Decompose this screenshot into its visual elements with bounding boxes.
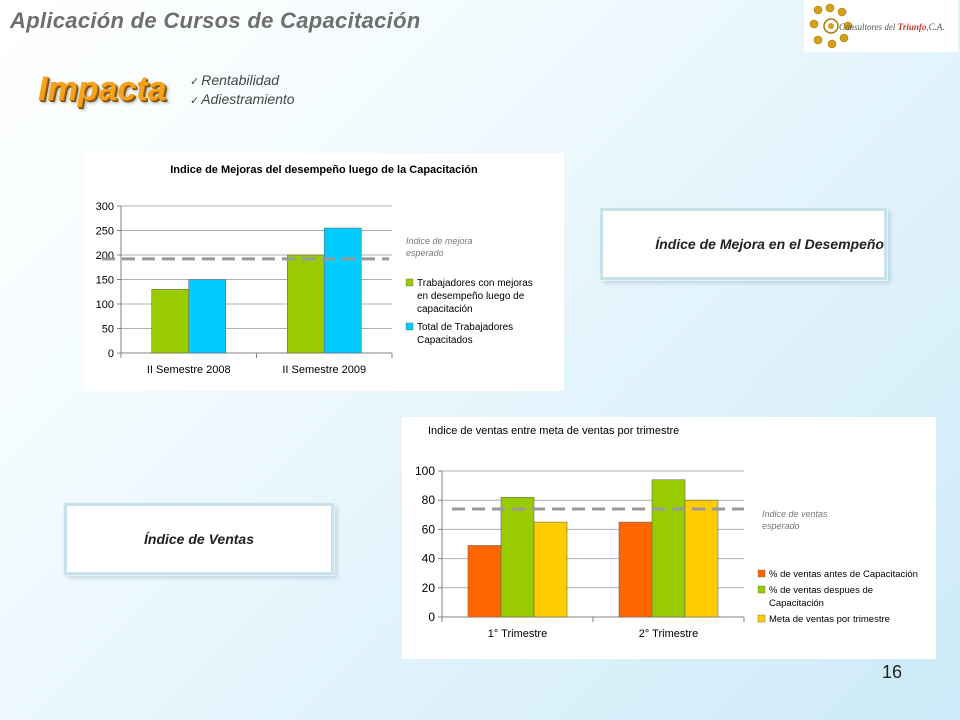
bar — [188, 279, 227, 354]
bar — [684, 499, 719, 618]
legend-label: capacitación — [417, 304, 473, 315]
x-tick-label: 2° Trimestre — [639, 628, 698, 640]
reference-line-label: esperado — [406, 248, 444, 258]
bar — [151, 289, 190, 354]
legend-swatch — [405, 322, 414, 331]
reference-line-label: esperado — [762, 521, 800, 531]
y-tick-label: 250 — [96, 226, 114, 238]
logo-text: Consultores del Triunfo,C.A. — [839, 22, 945, 32]
bar — [618, 521, 653, 618]
company-logo: Consultores del Triunfo,C.A. — [804, 0, 958, 52]
bar — [323, 227, 362, 354]
y-tick-label: 40 — [422, 552, 436, 566]
legend-label: Meta de ventas por trimestre — [769, 614, 890, 625]
reference-line-label: Indice de mejora — [406, 236, 473, 246]
callout-mejora: Índice de Mejora en el Desempeño — [600, 208, 887, 280]
app-title: Aplicación de Cursos de Capacitación — [10, 8, 421, 33]
reference-line-label: Indice de ventas — [762, 509, 828, 519]
y-tick-label: 60 — [422, 522, 436, 536]
bar — [533, 521, 568, 618]
chart-title: Indice de ventas entre meta de ventas po… — [428, 425, 679, 437]
y-tick-label: 80 — [422, 493, 436, 507]
y-tick-label: 0 — [108, 348, 114, 360]
performance-chart: Indice de Mejoras del desempeño luego de… — [84, 153, 564, 391]
checkmark-icon: ✓ — [190, 95, 200, 107]
section-title: Impacta — [38, 70, 167, 108]
callout-ventas-label: Índice de Ventas — [144, 531, 254, 547]
legend-swatch — [405, 278, 414, 287]
legend-swatch — [757, 585, 766, 594]
y-tick-label: 150 — [96, 275, 114, 287]
bar — [286, 254, 325, 354]
sales-chart-svg: Indice de ventas entre meta de ventas po… — [415, 425, 918, 640]
legend-swatch — [757, 569, 766, 578]
legend-label: % de ventas antes de Capacitación — [769, 569, 918, 580]
legend-label: Capacitados — [417, 335, 473, 346]
legend-label: en desempeño luego de — [417, 291, 525, 302]
bar — [467, 545, 502, 618]
bullet-item: ✓ Rentabilidad — [190, 72, 280, 88]
bar — [651, 479, 686, 618]
callout-mejora-label: Índice de Mejora en el Desempeño — [655, 236, 884, 252]
bar — [500, 496, 535, 618]
logo-emblem-icon — [809, 3, 853, 49]
x-tick-label: 1° Trimestre — [488, 628, 547, 640]
legend-label: Capacitación — [769, 598, 824, 609]
sales-chart: Indice de ventas entre meta de ventas po… — [402, 417, 936, 659]
y-tick-label: 100 — [415, 464, 435, 478]
chart-title: Indice de Mejoras del desempeño luego de… — [170, 164, 478, 176]
y-tick-label: 20 — [422, 581, 436, 595]
y-tick-label: 300 — [96, 201, 114, 213]
legend-swatch — [757, 614, 766, 623]
checkmark-icon: ✓ — [190, 76, 200, 88]
legend-label: Trabajadores con mejoras — [417, 278, 533, 289]
y-tick-label: 100 — [96, 299, 114, 311]
bullet-item: ✓ Adiestramiento — [190, 91, 295, 107]
legend-label: % de ventas despues de — [769, 585, 873, 596]
performance-chart-svg: Indice de Mejoras del desempeño luego de… — [96, 164, 533, 376]
y-tick-label: 50 — [102, 324, 114, 336]
page-number: 16 — [882, 662, 903, 682]
y-tick-label: 0 — [428, 610, 435, 624]
bullet-list: ✓ Rentabilidad ✓ Adiestramiento — [190, 72, 295, 110]
legend-label: Total de Trabajadores — [417, 322, 513, 333]
callout-ventas: Índice de Ventas — [64, 503, 334, 575]
x-tick-label: II Semestre 2008 — [147, 364, 231, 376]
x-tick-label: II Semestre 2009 — [282, 364, 366, 376]
